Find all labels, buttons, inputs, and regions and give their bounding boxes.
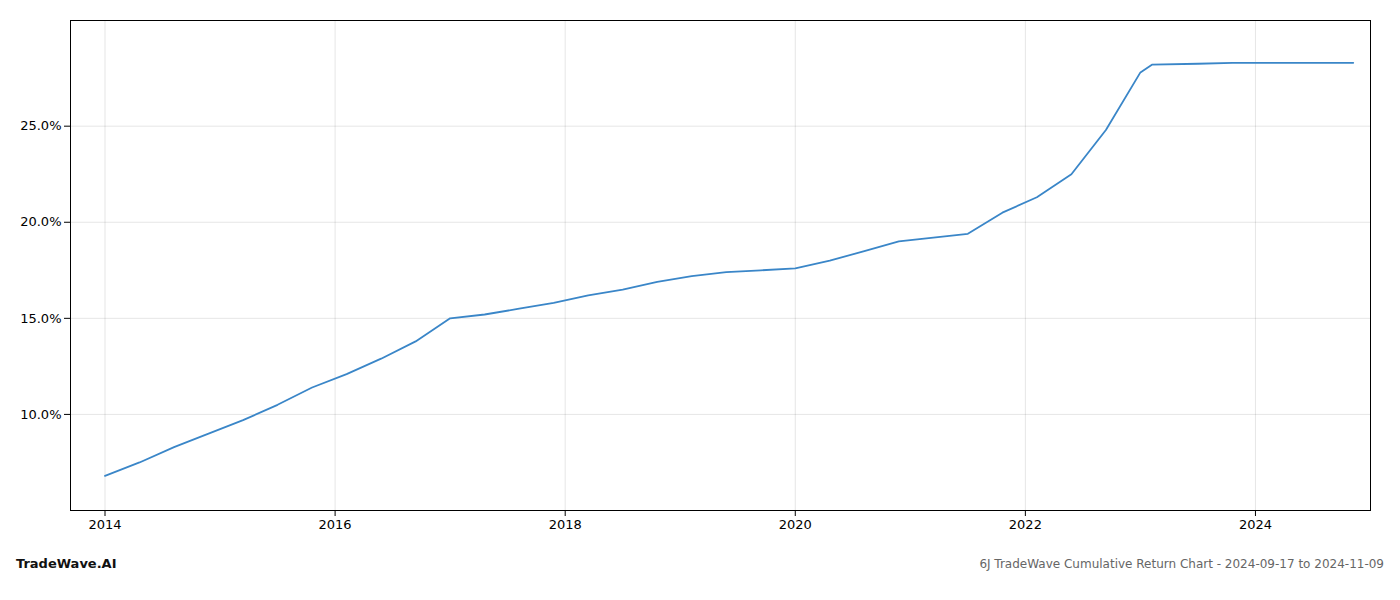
svg-text:2022: 2022 [1009,517,1042,532]
html-text:6J TradeWave Cumulative Return: 6J TradeWave Cumulative Return Chart - 2… [979,557,1384,571]
svg-text:2014: 2014 [88,517,121,532]
svg-text:15.0%: 15.0% [20,311,61,326]
svg-text:20.0%: 20.0% [20,214,61,229]
svg-text:2018: 2018 [549,517,582,532]
html-text:TradeWave.AI: TradeWave.AI [16,556,117,571]
svg-text:2020: 2020 [779,517,812,532]
svg-text:2024: 2024 [1239,517,1272,532]
svg-text:2016: 2016 [319,517,352,532]
svg-text:10.0%: 10.0% [20,407,61,422]
svg-text:25.0%: 25.0% [20,118,61,133]
